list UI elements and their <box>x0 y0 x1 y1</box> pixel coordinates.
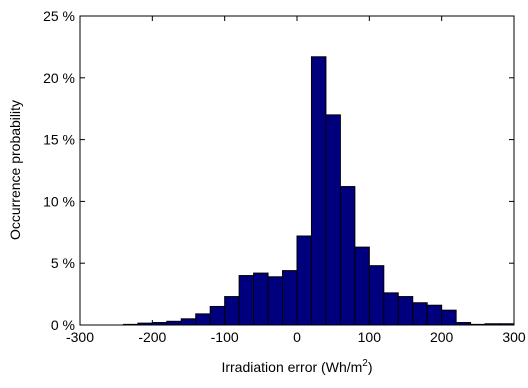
x-axis-label-main: Irradiation error (Wh/m <box>221 359 362 375</box>
x-axis-label: Irradiation error (Wh/m2) <box>221 358 372 375</box>
histogram-bar <box>267 276 284 326</box>
y-tick-label: 5 % <box>51 255 75 271</box>
histogram-bar <box>310 56 327 326</box>
x-tick-label: -100 <box>211 329 239 345</box>
histogram-bar <box>209 305 226 326</box>
y-tick-label: 20 % <box>43 70 75 86</box>
histogram-bar <box>296 235 312 326</box>
x-tick-label: -200 <box>138 329 166 345</box>
x-axis-label-superscript: 2 <box>362 358 368 369</box>
x-tick-label: 200 <box>430 329 454 345</box>
y-tick-label: 0 % <box>51 317 75 333</box>
histogram-bar <box>325 114 341 326</box>
histogram-bar <box>412 302 428 326</box>
y-tick-label: 10 % <box>43 193 75 209</box>
x-axis-label-suffix: ) <box>368 359 373 375</box>
x-tick-label: -300 <box>66 329 94 345</box>
histogram-bar <box>354 246 370 326</box>
histogram-bar <box>397 296 414 326</box>
histogram-bar <box>224 296 240 326</box>
histogram-bar <box>253 272 269 326</box>
y-tick-label: 15 % <box>43 132 75 148</box>
histogram-bar <box>441 309 457 326</box>
histogram-bar <box>195 313 211 326</box>
histogram-bar <box>368 265 385 326</box>
y-axis-label: Occurrence probability <box>7 100 23 240</box>
histogram-bar <box>282 270 298 326</box>
x-tick-label: 0 <box>293 329 301 345</box>
ticks-group: -300 -200 -100 0 100 200 300 0 % 5 % 10 % 15 % 20 %… <box>43 8 526 345</box>
histogram-bar <box>426 304 443 326</box>
histogram-bar <box>166 320 182 326</box>
histogram-bar <box>383 292 399 326</box>
histogram-bar <box>339 186 356 326</box>
x-tick-label: 100 <box>358 329 382 345</box>
bars-group <box>122 56 515 326</box>
histogram-bar <box>238 275 255 326</box>
x-tick-label: 300 <box>502 329 526 345</box>
y-tick-label: 25 % <box>43 8 75 24</box>
histogram-bar <box>180 318 197 326</box>
